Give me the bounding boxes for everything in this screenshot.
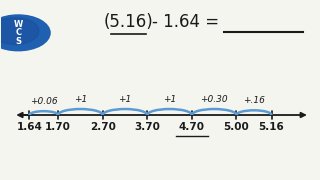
Text: 1.64: 1.64 — [16, 122, 42, 132]
Text: 4.70: 4.70 — [179, 122, 205, 132]
Circle shape — [0, 15, 50, 51]
Text: +0.06: +0.06 — [30, 97, 58, 106]
Text: 1.70: 1.70 — [45, 122, 71, 132]
Text: W: W — [13, 20, 23, 29]
Text: +1: +1 — [74, 95, 87, 104]
Text: 2.70: 2.70 — [90, 122, 116, 132]
Text: +.16: +.16 — [243, 96, 265, 105]
Circle shape — [0, 18, 39, 44]
Text: +0.30: +0.30 — [200, 95, 228, 104]
Text: (5.16): (5.16) — [103, 13, 153, 31]
Text: C: C — [15, 28, 21, 37]
Text: +1: +1 — [163, 95, 176, 104]
Text: 5.16: 5.16 — [259, 122, 284, 132]
Text: 5.00: 5.00 — [224, 122, 249, 132]
Text: - 1.64 =: - 1.64 = — [152, 13, 219, 31]
Text: S: S — [15, 37, 21, 46]
Text: +1: +1 — [118, 95, 132, 104]
Text: 3.70: 3.70 — [134, 122, 160, 132]
